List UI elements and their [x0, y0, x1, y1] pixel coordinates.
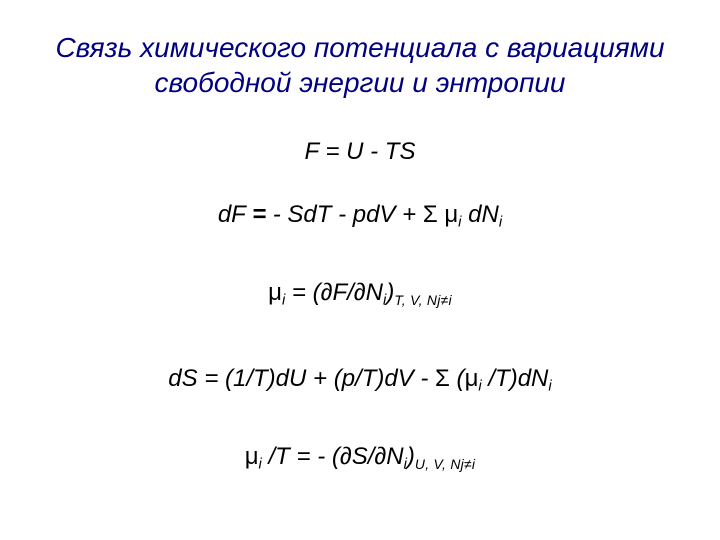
title-line-1: Связь химического потенциала с вариациям…: [55, 32, 664, 63]
eq5-mid: /T = - (: [262, 443, 340, 470]
mu-symbol: μ: [444, 201, 458, 228]
eq4-space: (: [450, 365, 465, 392]
eq3-mid: = (: [285, 279, 320, 306]
eq2-lead: dF: [218, 201, 252, 228]
sub-i: i: [499, 215, 502, 231]
eq2-eq-sign: =: [252, 201, 266, 228]
eq5-close: ): [407, 443, 415, 470]
equation-dS: dS = (1/T)dU + (p/T)dV - Σ (μi /T)dNi: [36, 363, 684, 397]
conditions-subscript: U, V, Nj≠i: [415, 455, 475, 471]
mu-symbol: μ: [245, 443, 259, 470]
eq1-text: F = U - TS: [305, 138, 416, 165]
eq2-dN: dN: [461, 201, 498, 228]
slide: Связь химического потенциала с вариациям…: [0, 0, 720, 540]
equation-mu-from-F: μi = (∂F/∂Ni)T, V, Nj≠i: [36, 277, 684, 311]
eq4-mid: /T)dN: [482, 365, 549, 392]
title-line-2: свободной энергии и энтропии: [155, 67, 566, 98]
mu-symbol: μ: [465, 365, 479, 392]
partial-symbol: ∂: [340, 443, 352, 470]
eq4-lead: dS = (1/T)dU + (p/T)dV -: [168, 365, 435, 392]
equation-helmholtz-def: F = U - TS: [36, 136, 684, 167]
slide-title: Связь химического потенциала с вариациям…: [36, 30, 684, 100]
eq3-F: F/: [332, 279, 353, 306]
partial-symbol: ∂: [374, 443, 386, 470]
sigma-symbol: Σ: [423, 201, 438, 228]
eq5-N: N: [386, 443, 403, 470]
sigma-symbol: Σ: [435, 365, 450, 392]
eq5-S: S/: [352, 443, 375, 470]
eq3-N: N: [366, 279, 383, 306]
sub-i: i: [548, 378, 551, 394]
mu-symbol: μ: [268, 279, 282, 306]
equation-dF: dF = - SdT - pdV + Σ μi dNi: [36, 199, 684, 233]
equation-mu-over-T: μi /T = - (∂S/∂Ni)U, V, Nj≠i: [36, 441, 684, 475]
eq2-rest: - SdT - pdV +: [266, 201, 423, 228]
partial-symbol: ∂: [354, 279, 366, 306]
conditions-subscript: T, V, Nj≠i: [394, 292, 452, 308]
partial-symbol: ∂: [321, 279, 333, 306]
